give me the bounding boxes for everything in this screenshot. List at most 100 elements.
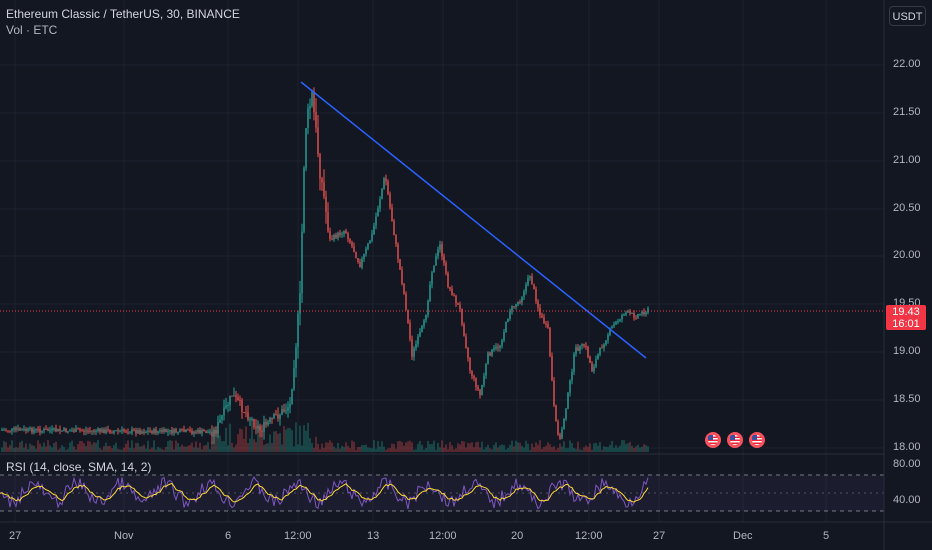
candle-body (233, 395, 235, 397)
candle-body (147, 430, 149, 432)
candle-body (603, 344, 605, 348)
candle-body (527, 277, 529, 285)
volume-bar (409, 440, 411, 452)
candle-body (19, 428, 21, 431)
volume-bar (483, 449, 485, 452)
volume-bar (551, 447, 553, 452)
us-flag-icon[interactable] (749, 432, 765, 448)
volume-bar (185, 446, 187, 452)
volume-bar (645, 445, 647, 452)
volume-bar (217, 431, 219, 452)
volume-bar (39, 443, 41, 452)
candle-body (393, 221, 395, 236)
volume-bar (241, 429, 243, 452)
candle-body (325, 196, 327, 213)
candle-body (503, 331, 505, 341)
candle-body (547, 324, 549, 328)
volume-bar (191, 442, 193, 452)
candle-body (453, 295, 455, 297)
volume-bar (163, 449, 165, 452)
candle-body (349, 239, 351, 243)
candle-body (637, 314, 639, 318)
volume-bar (261, 431, 263, 452)
volume-bar (339, 448, 341, 452)
candle-body (137, 430, 139, 434)
volume-bar (621, 440, 623, 452)
candle-body (619, 319, 621, 321)
candle-body (275, 414, 277, 416)
volume-bar (491, 449, 493, 452)
candle-body (217, 422, 219, 434)
candle-body (321, 178, 323, 183)
candle-body (367, 243, 369, 249)
candle-body (211, 431, 213, 437)
candle-body (439, 244, 441, 250)
candle-body (605, 340, 607, 345)
candle-body (599, 347, 601, 355)
rsi-indicator-label[interactable]: RSI (14, close, SMA, 14, 2) (6, 460, 152, 474)
volume-bar (389, 448, 391, 452)
volume-bar (345, 442, 347, 452)
candle-body (55, 428, 57, 432)
candle-body (497, 346, 499, 348)
trendline[interactable] (300, 81, 647, 359)
volume-bar (255, 442, 257, 452)
candle-body (179, 429, 181, 433)
candle-body (159, 430, 161, 432)
candle-body (413, 348, 415, 357)
volume-indicator-label[interactable]: Vol · ETC (6, 23, 58, 37)
time-axis-label: 20 (511, 530, 524, 542)
symbol-title[interactable]: Ethereum Classic / TetherUS, 30, BINANCE (6, 7, 240, 21)
candle-body (607, 334, 609, 341)
candle-body (191, 430, 193, 434)
volume-bar (153, 440, 155, 452)
volume-bar (587, 446, 589, 452)
currency-button[interactable]: USDT (889, 6, 926, 26)
candle-body (355, 252, 357, 259)
volume-bar (155, 449, 157, 452)
candle-body (91, 430, 93, 432)
volume-bar (103, 446, 105, 452)
candle-body (119, 430, 121, 432)
candle-body (631, 312, 633, 314)
candle-body (85, 430, 87, 432)
candle-body (245, 412, 247, 414)
volume-bar (289, 428, 291, 452)
candle-body (65, 428, 67, 433)
volume-bar (21, 440, 23, 452)
candle-body (483, 375, 485, 385)
candle-body (399, 259, 401, 270)
volume-bar (533, 447, 535, 452)
volume-bar (309, 438, 311, 452)
volume-bar (537, 444, 539, 452)
candle-body (181, 429, 183, 431)
volume-bar (67, 448, 69, 452)
time-axis-label: 12:00 (575, 530, 603, 542)
candle-body (407, 309, 409, 323)
candle-body (315, 111, 317, 128)
candle-body (187, 429, 189, 431)
volume-bar (63, 447, 65, 452)
candle-body (617, 320, 619, 322)
candle-body (149, 430, 151, 432)
volume-bar (423, 449, 425, 452)
volume-bar (635, 446, 637, 452)
candle-body (281, 409, 283, 415)
volume-bar (299, 425, 301, 452)
volume-bar (419, 440, 421, 452)
candle-body (539, 307, 541, 316)
candle-body (77, 428, 79, 430)
candle-body (569, 380, 571, 393)
volume-bar (373, 440, 375, 452)
candle-body (107, 429, 109, 431)
volume-bar (501, 444, 503, 452)
candle-body (425, 314, 427, 321)
volume-bar (193, 447, 195, 452)
volume-bar (81, 441, 83, 452)
us-flag-icon[interactable] (705, 432, 721, 448)
us-flag-icon[interactable] (727, 432, 743, 448)
candle-body (113, 430, 115, 434)
candle-body (49, 430, 51, 432)
